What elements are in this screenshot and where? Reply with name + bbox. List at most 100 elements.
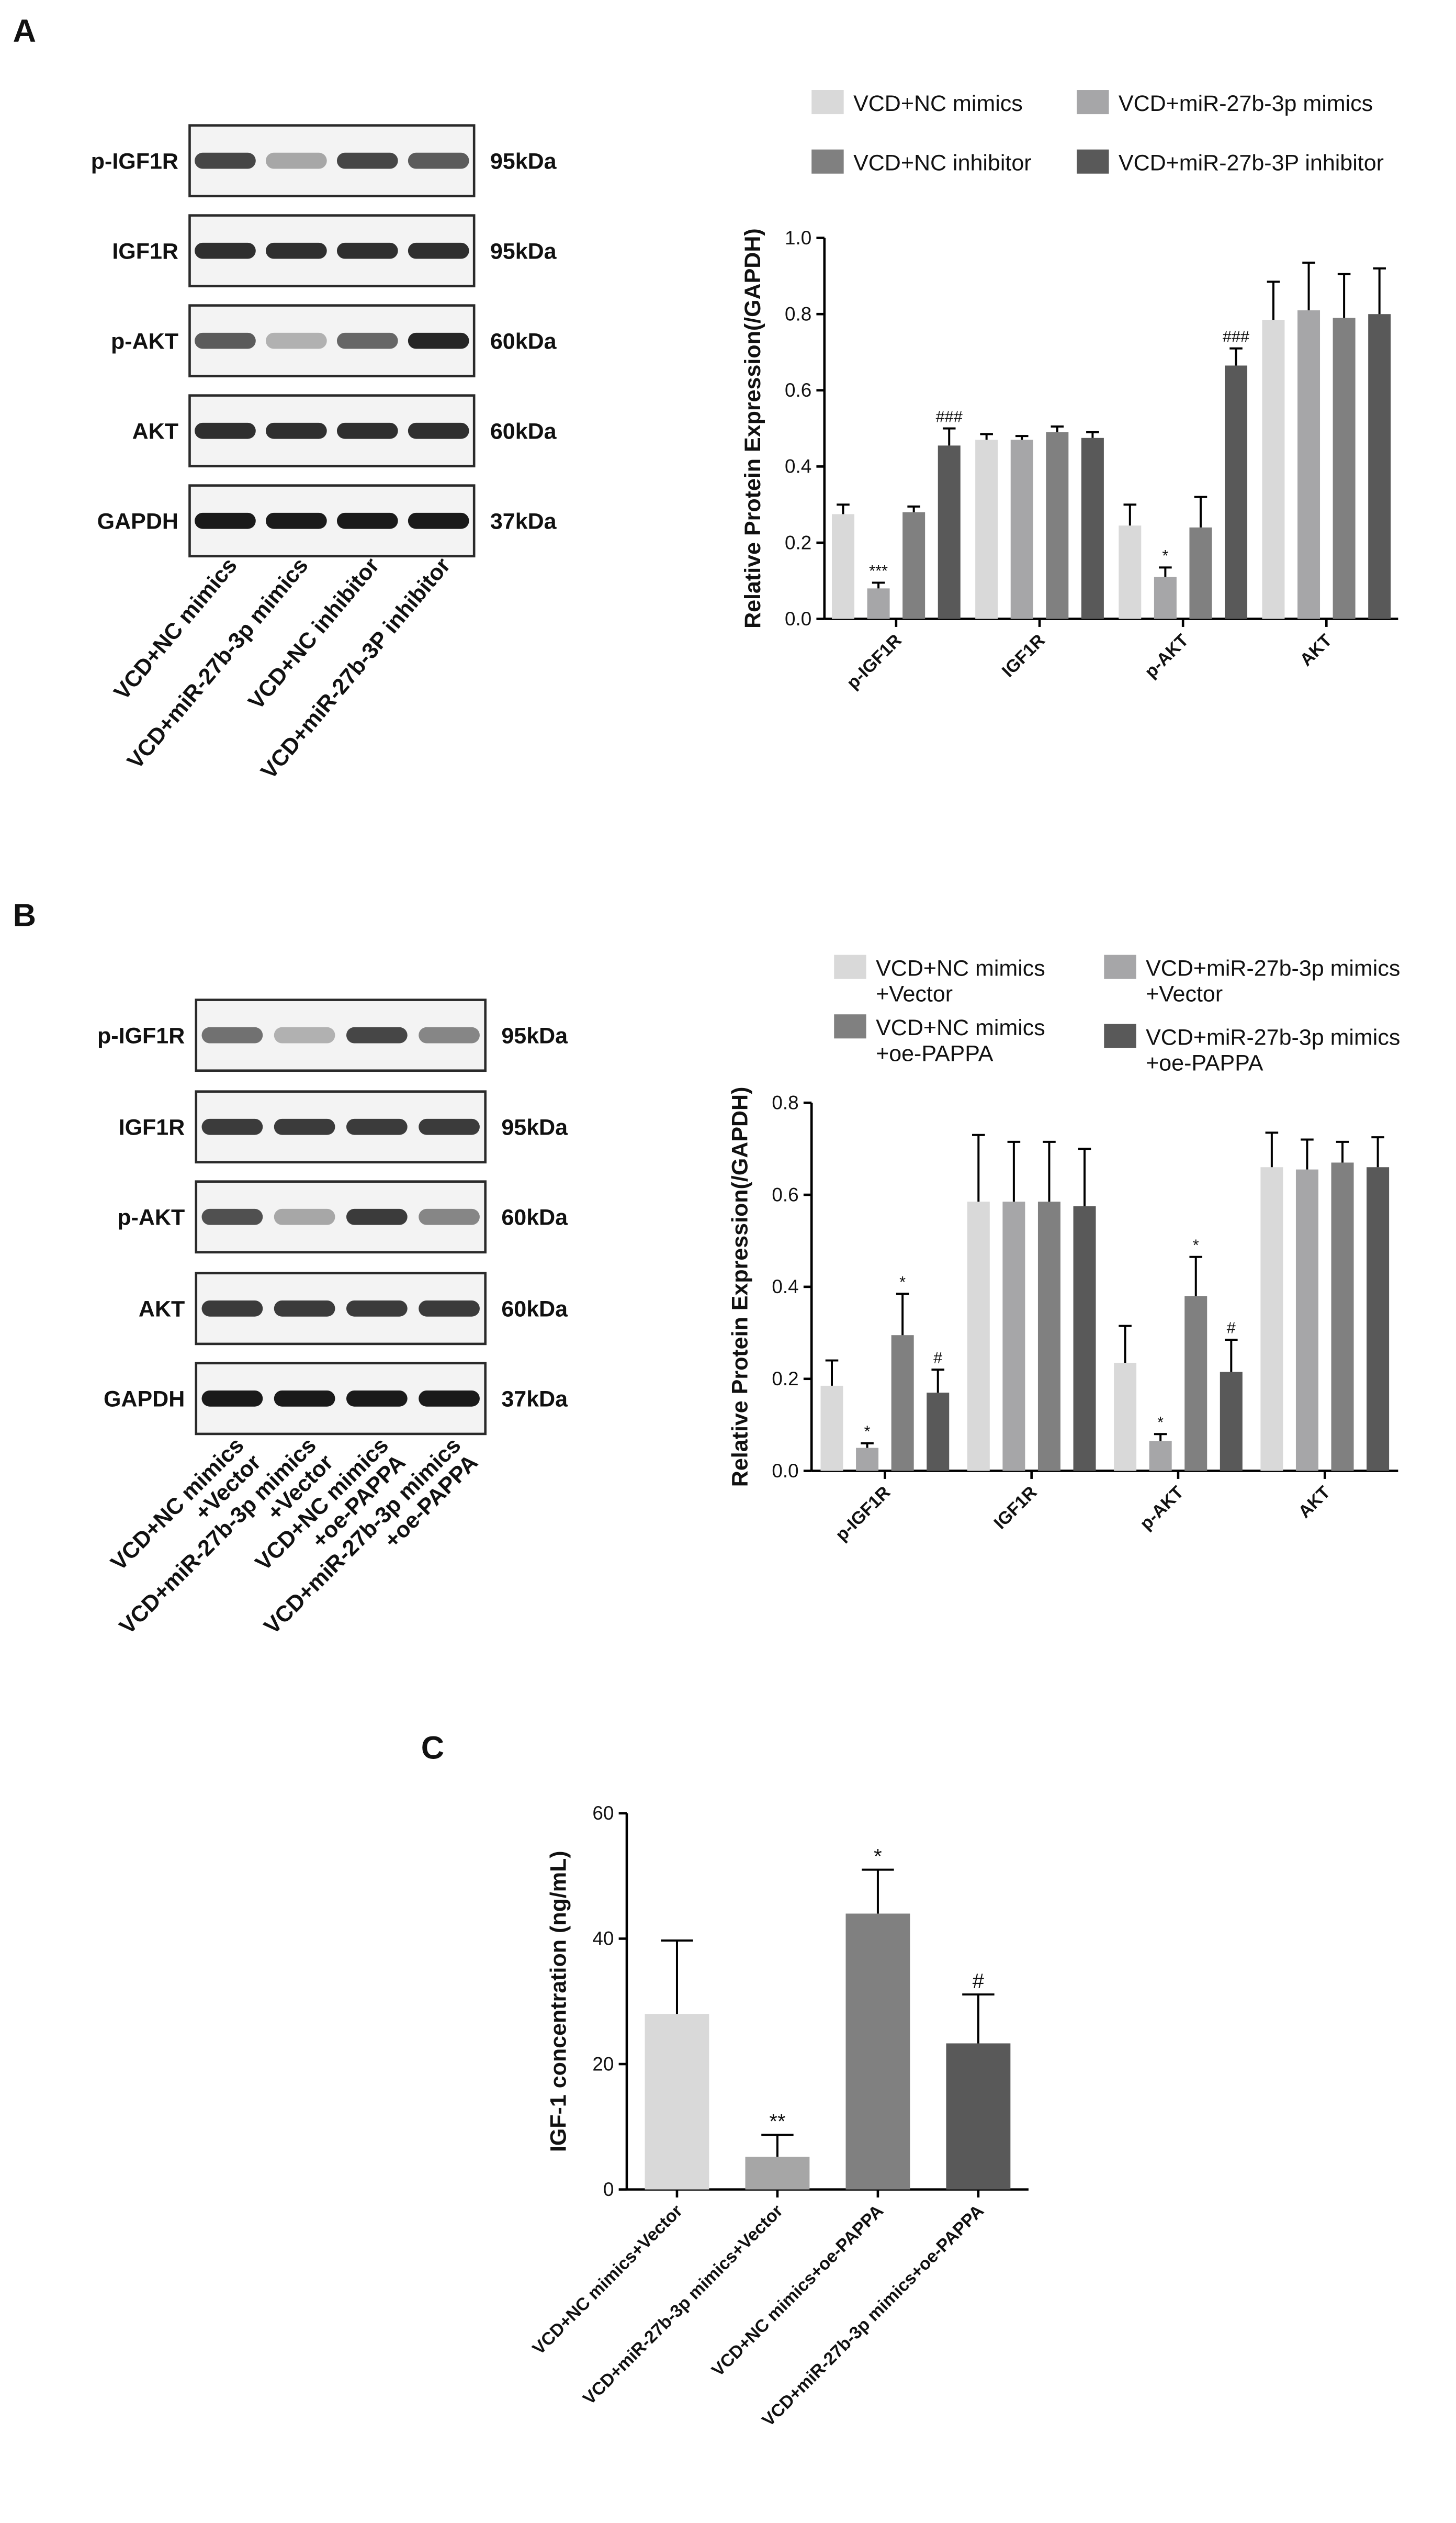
- bar: [1331, 1162, 1354, 1471]
- size-label: 95kDa: [490, 239, 557, 264]
- legend-label: VCD+miR-27b-3p mimics +oe-PAPPA: [1146, 1025, 1400, 1076]
- x-tick-label: AKT: [1294, 1482, 1334, 1522]
- blot-band: [336, 152, 398, 169]
- blot-band: [408, 152, 469, 169]
- bar: [1220, 1372, 1243, 1471]
- significance-label: #: [933, 1349, 942, 1367]
- bar: [1010, 440, 1033, 619]
- blot-band: [201, 1208, 263, 1225]
- size-label: 37kDa: [501, 1387, 568, 1412]
- blot-band: [346, 1208, 408, 1225]
- bar: [867, 588, 890, 619]
- significance-label: ###: [936, 407, 963, 425]
- lane-label: VCD+NC inhibitor: [243, 553, 385, 714]
- legend-label: VCD+miR-27b-3P inhibitor: [1119, 151, 1384, 176]
- blot-band: [408, 242, 469, 259]
- blot-band: [201, 1118, 263, 1135]
- legend-label: VCD+NC mimics +Vector: [876, 956, 1045, 1007]
- blot-band: [274, 1118, 335, 1135]
- y-tick-label: 0.8: [772, 1092, 798, 1113]
- y-tick-label: 0.4: [772, 1276, 798, 1297]
- significance-label: *: [899, 1273, 906, 1291]
- bar: [1367, 1167, 1390, 1471]
- bar: [938, 445, 961, 619]
- blot-band: [195, 152, 256, 169]
- bar: [1295, 1169, 1318, 1471]
- legend-swatch: [1104, 955, 1136, 979]
- blot-band: [201, 1391, 263, 1407]
- blot-band: [419, 1391, 480, 1407]
- protein-label: p-IGF1R: [97, 1024, 185, 1049]
- significance-label: *: [1193, 1236, 1199, 1254]
- bar: [1225, 365, 1248, 619]
- blot-band: [195, 422, 256, 439]
- panel-letter: A: [13, 13, 36, 49]
- bar: [1046, 432, 1069, 619]
- bar: [1037, 1202, 1060, 1471]
- x-tick-label: IGF1R: [998, 630, 1049, 681]
- blot-band: [408, 332, 469, 349]
- bar: [1081, 438, 1104, 619]
- y-tick-label: 0.4: [785, 456, 811, 477]
- blot-band: [266, 512, 327, 529]
- protein-label: p-AKT: [111, 329, 178, 354]
- y-tick-label: 60: [592, 1802, 614, 1824]
- bar: [1114, 1362, 1137, 1471]
- protein-label: p-AKT: [117, 1205, 185, 1230]
- protein-label: AKT: [132, 419, 178, 444]
- blot-band: [419, 1208, 480, 1225]
- protein-label: GAPDH: [97, 509, 178, 534]
- significance-label: #: [973, 1970, 984, 1993]
- x-tick-label: IGF1R: [990, 1482, 1041, 1533]
- blot-band: [408, 512, 469, 529]
- bar: [1119, 525, 1142, 619]
- y-tick-label: 0.2: [772, 1368, 798, 1389]
- blot-band: [274, 1027, 335, 1044]
- protein-label: IGF1R: [119, 1115, 185, 1140]
- bar: [1260, 1167, 1283, 1471]
- blot-band: [346, 1118, 408, 1135]
- x-tick-label: VCD+miR-27b-3p mimics+oe-PAPPA: [758, 2201, 988, 2430]
- size-label: 95kDa: [501, 1115, 568, 1140]
- blot-band: [266, 152, 327, 169]
- blot-band: [336, 512, 398, 529]
- panel-letter: C: [421, 1730, 444, 1766]
- blot-band: [201, 1300, 263, 1317]
- bar: [1189, 527, 1212, 619]
- protein-label: AKT: [139, 1297, 185, 1322]
- blot-band: [274, 1208, 335, 1225]
- size-label: 37kDa: [490, 509, 557, 534]
- bar: [946, 2043, 1011, 2190]
- blot-band: [195, 332, 256, 349]
- y-tick-label: 1.0: [785, 227, 811, 249]
- blot-band: [195, 242, 256, 259]
- legend-label: VCD+miR-27b-3p mimics: [1119, 91, 1373, 116]
- y-axis-label: Relative Protein Expression(/GAPDH): [727, 1087, 752, 1487]
- protein-label: GAPDH: [104, 1387, 185, 1412]
- bar: [902, 512, 925, 619]
- x-tick-label: p-IGF1R: [832, 1482, 895, 1545]
- significance-label: #: [1227, 1319, 1236, 1337]
- bar: [1002, 1202, 1025, 1471]
- size-label: 60kDa: [490, 419, 557, 444]
- x-tick-label: p-AKT: [1141, 630, 1193, 682]
- legend-swatch: [1077, 149, 1109, 174]
- x-tick-label: AKT: [1296, 630, 1336, 670]
- significance-label: *: [1157, 1413, 1164, 1431]
- blot-band: [336, 242, 398, 259]
- protein-label: IGF1R: [112, 239, 178, 264]
- legend-label: VCD+NC mimics: [853, 91, 1023, 116]
- bar: [645, 2014, 709, 2190]
- bar: [1297, 310, 1320, 619]
- significance-label: *: [864, 1422, 871, 1441]
- significance-label: **: [769, 2110, 785, 2133]
- bar: [975, 440, 998, 619]
- legend-label: VCD+NC mimics +oe-PAPPA: [876, 1015, 1045, 1066]
- blot-band: [346, 1300, 408, 1317]
- x-tick-label: p-IGF1R: [843, 630, 906, 693]
- blot-band: [266, 332, 327, 349]
- size-label: 60kDa: [501, 1205, 568, 1230]
- blot-band: [274, 1391, 335, 1407]
